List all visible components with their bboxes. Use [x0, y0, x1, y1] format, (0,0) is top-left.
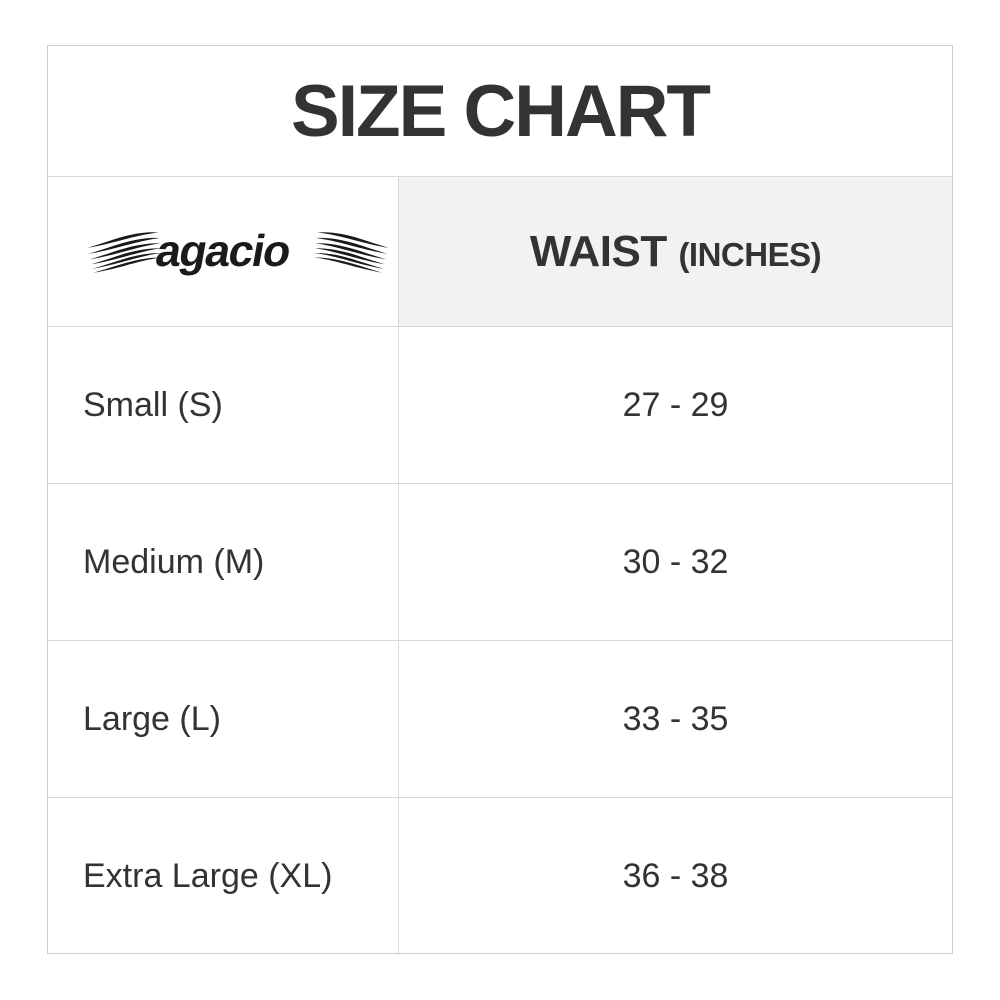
svg-text:agacio: agacio: [152, 225, 294, 276]
